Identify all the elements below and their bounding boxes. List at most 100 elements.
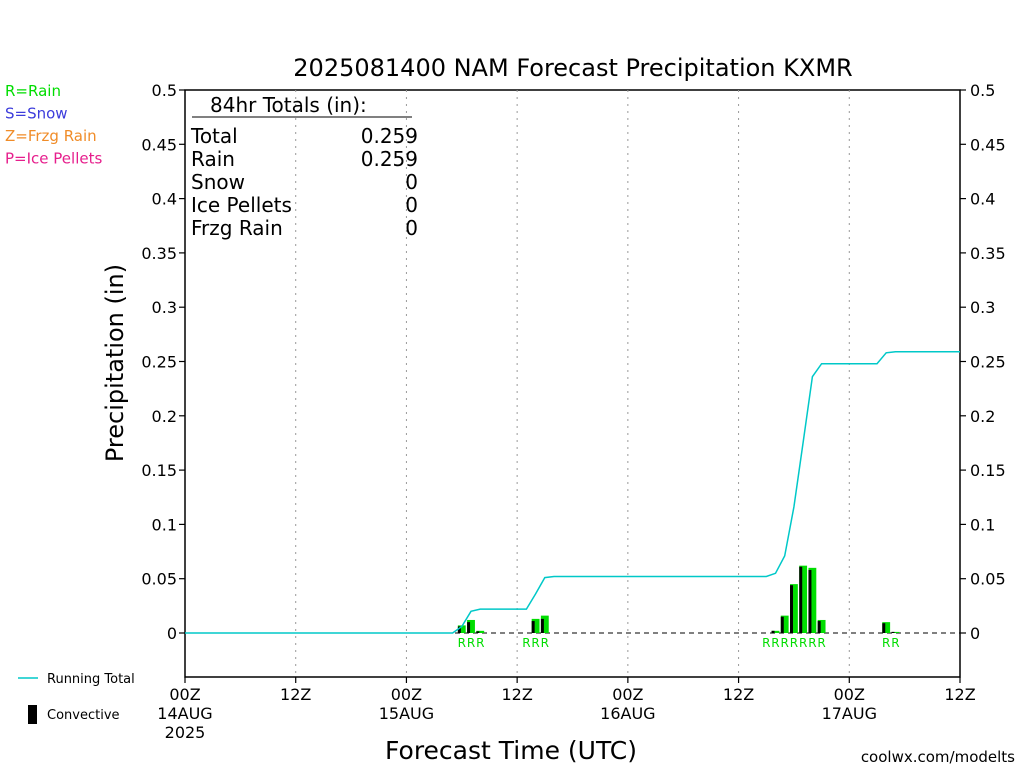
convective-bar (540, 618, 544, 633)
y-tick-label-left: 0.4 (152, 190, 177, 209)
precip-type-label: R (458, 636, 466, 650)
type-legend-item: P=Ice Pellets (5, 150, 102, 168)
x-tick-label: 00Z (834, 685, 865, 704)
y-tick-label-right: 0.2 (970, 407, 995, 426)
convective-bar (799, 566, 803, 633)
totals-rows: Total 0.259 Rain 0.259 Snow 0 Ice Pellets 0 Frzg… (190, 124, 418, 240)
precip-type-label: R (781, 636, 789, 650)
precip-bar (817, 619, 826, 633)
y-axis-label: Precipitation (in) (101, 264, 129, 462)
x-tick-label: 12Z (280, 685, 311, 704)
legend-label: Convective (47, 708, 120, 723)
y-tick-label-left: 0.3 (152, 298, 177, 317)
y-tick-label-right: 0.35 (970, 244, 1006, 263)
y-axis-ticks: 0 00.05 0.050.1 0.10.15 0.150.2 0.20.25 0.250.… (141, 81, 1005, 643)
convective-bar (817, 621, 821, 633)
x-tick-label: 00Z (169, 685, 200, 704)
vertical-gridlines (295, 90, 850, 677)
y-tick-label-right: 0 (970, 624, 980, 643)
plot-area (184, 89, 961, 678)
precip-bar (780, 615, 789, 633)
precip-type-label: R (522, 636, 530, 650)
precip-bar (457, 625, 466, 633)
convective-bar (771, 630, 775, 633)
precip-type-label: R (771, 636, 779, 650)
totals-label: Frzg Rain (191, 216, 283, 240)
precip-bar (531, 618, 540, 633)
totals-value: 0 (405, 193, 418, 217)
totals-label: Ice Pellets (191, 193, 292, 217)
x-tick-date: 16AUG (600, 704, 655, 723)
y-tick-label-right: 0.15 (970, 461, 1006, 480)
type-legend-item: S=Snow (5, 105, 68, 123)
precip-bar (799, 565, 808, 633)
x-tick-label: 00Z (391, 685, 422, 704)
convective-bar (790, 585, 793, 633)
precip-type-label: R (762, 636, 770, 650)
series-legend: Running Total Convective (18, 672, 135, 724)
convective-bar (476, 631, 480, 633)
precip-type-label: R (531, 636, 539, 650)
x-tick-label: 12Z (944, 685, 975, 704)
totals-value: 0 (405, 216, 418, 240)
y-tick-label-left: 0.05 (141, 570, 177, 589)
precip-bar (771, 630, 780, 633)
legend-bar-swatch (28, 705, 37, 724)
convective-bar (891, 631, 895, 633)
precip-type-label: R (541, 636, 549, 650)
totals-label: Total (190, 124, 238, 148)
chart-title: 2025081400 NAM Forecast Precipitation KX… (293, 54, 852, 82)
convective-bar (531, 621, 535, 633)
x-axis-label: Forecast Time (UTC) (385, 736, 637, 765)
y-tick-label-left: 0.45 (141, 135, 177, 154)
y-tick-label-left: 0.15 (141, 461, 177, 480)
precip-bars (457, 565, 900, 633)
y-tick-label-left: 0.35 (141, 244, 177, 263)
x-tick-label: 12Z (501, 685, 532, 704)
x-tick-label: 00Z (612, 685, 643, 704)
y-tick-label-right: 0.05 (970, 570, 1006, 589)
y-tick-label-right: 0.25 (970, 353, 1006, 372)
convective-bar (780, 616, 784, 633)
totals-value: 0.259 (361, 147, 418, 171)
precip-type-label: R (799, 636, 807, 650)
totals-value: 0.259 (361, 124, 418, 148)
credit-text: coolwx.com/modelts (861, 748, 1015, 766)
precip-type-label: R (882, 636, 890, 650)
y-tick-label-right: 0.3 (970, 298, 995, 317)
totals-header: 84hr Totals (in): (210, 93, 367, 117)
precip-type-label: R (476, 636, 484, 650)
precip-bar (476, 630, 485, 633)
x-tick-date: 14AUG (157, 704, 212, 723)
x-tick-date: 17AUG (822, 704, 877, 723)
precip-type-label: R (467, 636, 475, 650)
y-tick-label-left: 0.2 (152, 407, 177, 426)
y-tick-label-right: 0.5 (970, 81, 995, 100)
y-tick-label-right: 0.4 (970, 190, 995, 209)
convective-bar (457, 626, 461, 633)
totals-value: 0 (405, 170, 418, 194)
precip-type-label: R (891, 636, 899, 650)
convective-bar (808, 570, 812, 633)
y-tick-label-right: 0.45 (970, 135, 1006, 154)
precip-bar (540, 615, 549, 633)
type-legend-item: Z=Frzg Rain (5, 127, 97, 145)
precip-type-label: R (790, 636, 798, 650)
convective-bar (882, 623, 886, 633)
precip-bar (808, 567, 817, 633)
x-tick-label: 12Z (723, 685, 754, 704)
y-tick-label-left: 0.25 (141, 353, 177, 372)
precip-bar (891, 631, 900, 633)
y-tick-label-right: 0.1 (970, 515, 995, 534)
running-total-line (185, 350, 960, 634)
type-legend-item: R=Rain (5, 82, 61, 100)
precip-type-label: R (808, 636, 816, 650)
precip-bar (467, 619, 475, 633)
totals-box: 84hr Totals (in): Total 0.259 Rain 0.259 Sno… (190, 93, 418, 240)
x-tick-date: 15AUG (379, 704, 434, 723)
precip-bar (882, 622, 891, 633)
precip-bar (790, 584, 798, 633)
y-tick-label-left: 0.5 (152, 81, 177, 100)
